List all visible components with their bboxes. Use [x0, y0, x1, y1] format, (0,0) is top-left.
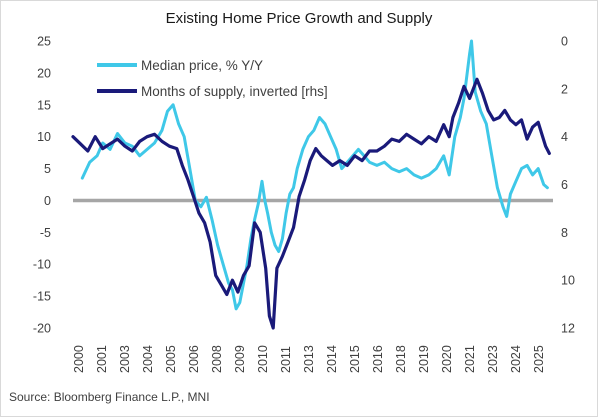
x-tick-label: 2016 — [371, 345, 385, 373]
x-tick-label: 2010 — [256, 345, 270, 373]
series-line-median-price — [80, 39, 549, 311]
y-left-tick-label: -20 — [33, 322, 51, 336]
x-tick-label: 2011 — [279, 346, 293, 373]
x-tick-label: 2023 — [486, 345, 500, 373]
y-left-tick-label: -15 — [33, 290, 51, 304]
y-left-tick-label: 5 — [44, 162, 51, 176]
y-left-tick-label: 25 — [37, 35, 51, 49]
x-tick-label: 2006 — [187, 345, 201, 373]
x-tick-label: 2009 — [233, 345, 247, 373]
x-tick-label: 2014 — [325, 345, 339, 373]
y-right-tick-label: 6 — [561, 178, 568, 192]
y-left-tick-label: -5 — [40, 226, 51, 240]
y-left-tick-label: 20 — [37, 66, 51, 80]
x-tick-label: 2020 — [440, 345, 454, 373]
x-tick-label: 2019 — [417, 345, 431, 373]
x-tick-label: 2015 — [348, 345, 362, 373]
series-line-months-supply — [71, 77, 551, 330]
y-left-tick-label: 0 — [44, 194, 51, 208]
x-tick-label: 2004 — [141, 345, 155, 373]
x-tick-label: 2005 — [164, 345, 178, 373]
x-tick-label: 2008 — [210, 345, 224, 373]
y-left-tick-label: 10 — [37, 130, 51, 144]
y-right-tick-label: 12 — [561, 322, 575, 336]
x-tick-label: 2003 — [118, 345, 132, 373]
y-right-tick-label: 0 — [561, 35, 568, 49]
x-tick-label: 2013 — [302, 345, 316, 373]
x-tick-label: 2025 — [532, 345, 546, 373]
y-right-tick-label: 10 — [561, 274, 575, 288]
x-tick-label: 2000 — [72, 345, 86, 373]
legend-label-months-supply: Months of supply, inverted [rhs] — [141, 84, 328, 99]
y-right-tick-label: 4 — [561, 130, 568, 144]
y-left-tick-label: -10 — [33, 258, 51, 272]
x-tick-label: 2018 — [394, 345, 408, 373]
y-right-tick-label: 8 — [561, 226, 568, 240]
x-tick-label: 2001 — [95, 345, 109, 373]
chart-title: Existing Home Price Growth and Supply — [165, 10, 433, 27]
source-note: Source: Bloomberg Finance L.P., MNI — [9, 390, 210, 404]
y-right-tick-label: 2 — [561, 82, 568, 96]
x-tick-label: 2024 — [509, 345, 523, 373]
legend-label-median-price: Median price, % Y/Y — [141, 58, 263, 73]
x-tick-label: 2021 — [463, 345, 477, 373]
y-left-tick-label: 15 — [37, 98, 51, 112]
